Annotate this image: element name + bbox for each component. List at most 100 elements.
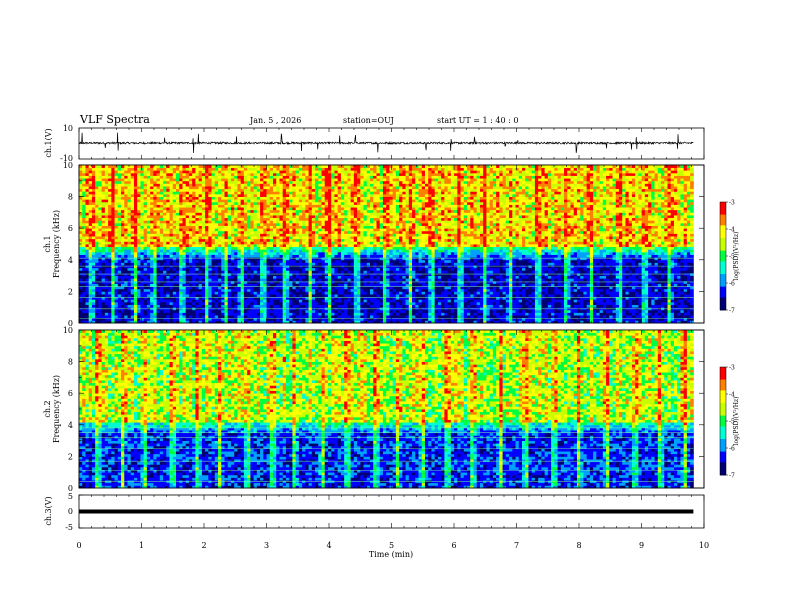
spectrogram-cell [322, 270, 326, 273]
spectrogram-cell [108, 183, 112, 186]
spectrogram-cell [179, 297, 183, 300]
spectrogram-cell [250, 212, 254, 215]
spectrogram-cell [315, 183, 319, 186]
spectrogram-cell [111, 305, 115, 308]
spectrogram-cell [254, 255, 258, 258]
spectrogram-cell [202, 265, 206, 268]
spectrogram-cell [85, 228, 89, 231]
spectrogram-cell [205, 278, 209, 281]
spectrogram-cell [108, 170, 112, 173]
spectrogram-cell [315, 262, 319, 265]
spectrogram-cell [334, 191, 338, 194]
spectrogram-cell [218, 294, 222, 297]
spectrogram-cell [273, 239, 277, 242]
spectrogram-cell [270, 212, 274, 215]
spectrogram-cell [260, 215, 264, 218]
spectrogram-cell [124, 215, 128, 218]
spectrogram-cell [92, 173, 96, 176]
spectrogram-cell [267, 310, 271, 313]
spectrogram-cell [144, 299, 148, 302]
spectrogram-cell [157, 270, 161, 273]
spectrogram-cell [137, 249, 141, 252]
spectrogram-cell [182, 168, 186, 171]
spectrogram-cell [186, 312, 190, 315]
spectrogram-cell [241, 268, 245, 271]
spectrogram-cell [105, 278, 109, 281]
spectrogram-cell [150, 207, 154, 210]
spectrogram-cell [195, 281, 199, 284]
spectrogram-cell [221, 257, 225, 260]
spectrogram-cell [111, 231, 115, 234]
spectrogram-cell [108, 310, 112, 313]
spectrogram-cell [95, 218, 99, 221]
spectrogram-cell [95, 289, 99, 292]
spectrogram-cell [305, 168, 309, 171]
spectrogram-cell [215, 233, 219, 236]
spectrogram-cell [267, 178, 271, 181]
spectrogram-cell [192, 205, 196, 208]
spectrogram-cell [263, 257, 267, 260]
spectrogram-cell [98, 228, 102, 231]
spectrogram-cell [82, 228, 86, 231]
spectrogram-cell [241, 226, 245, 229]
spectrogram-cell [283, 218, 287, 221]
spectrogram-cell [95, 260, 99, 263]
spectrogram-cell [102, 252, 106, 255]
spectrogram-cell [322, 312, 326, 315]
spectrogram-cell [192, 270, 196, 273]
spectrogram-cell [325, 247, 329, 250]
spectrogram-cell [128, 291, 132, 294]
spectrogram-cell [283, 236, 287, 239]
spectrogram-cell [331, 223, 335, 226]
spectrogram-cell [144, 215, 148, 218]
spectrogram-cell [237, 186, 241, 189]
spectrogram-cell [118, 205, 122, 208]
spectrogram-cell [108, 178, 112, 181]
spectrogram-cell [292, 260, 296, 263]
spectrogram-cell [257, 210, 261, 213]
spectrogram-cell [305, 273, 309, 276]
spectrogram-cell [208, 281, 212, 284]
spectrogram-cell [250, 173, 254, 176]
spectrogram-cell [254, 212, 258, 215]
spectrogram-cell [89, 239, 93, 242]
spectrogram-cell [170, 257, 174, 260]
spectrogram-cell [199, 299, 203, 302]
spectrogram-cell [292, 183, 296, 186]
spectrogram-cell [328, 289, 332, 292]
spectrogram-cell [286, 281, 290, 284]
spectrogram-cell [102, 199, 106, 202]
spectrogram-cell [273, 278, 277, 281]
spectrogram-cell [312, 252, 316, 255]
spectrogram-cell [341, 265, 345, 268]
spectrogram-cell [140, 305, 144, 308]
spectrogram-cell [318, 252, 322, 255]
spectrogram-cell [305, 276, 309, 279]
spectrogram-cell [205, 312, 209, 315]
spectrogram-cell [134, 186, 138, 189]
spectrogram-cell [215, 207, 219, 210]
spectrogram-cell [208, 291, 212, 294]
spectrogram-cell [128, 247, 132, 250]
spectrogram-cell [192, 312, 196, 315]
spectrogram-cell [273, 176, 277, 179]
spectrogram-cell [108, 233, 112, 236]
spectrogram-cell [257, 257, 261, 260]
spectrogram-cell [147, 194, 151, 197]
spectrogram-cell [299, 241, 303, 244]
spectrogram-cell [218, 305, 222, 308]
spectrogram-cell [160, 178, 164, 181]
spectrogram-cell [82, 220, 86, 223]
spectrogram-cell [192, 297, 196, 300]
spectrogram-cell [128, 226, 132, 229]
spectrogram-cell [85, 226, 89, 229]
spectrogram-cell [157, 255, 161, 258]
spectrogram-cell [79, 181, 83, 184]
spectrogram-cell [102, 231, 106, 234]
spectrogram-cell [322, 299, 326, 302]
spectrogram-cell [163, 233, 167, 236]
spectrogram-cell [318, 173, 322, 176]
spectrogram-cell [325, 207, 329, 210]
spectrogram-cell [157, 284, 161, 287]
spectrogram-cell [157, 207, 161, 210]
